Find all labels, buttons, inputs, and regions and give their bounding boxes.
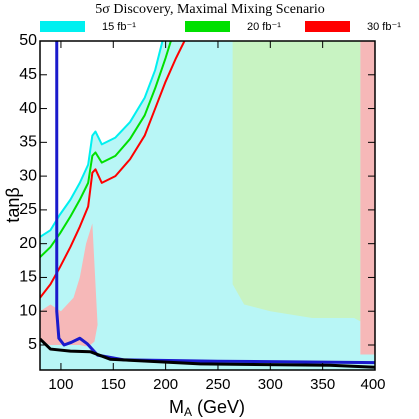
legend-label: 30 fb⁻¹: [367, 21, 401, 33]
chart-title: 5σ Discovery, Maximal Mixing Scenario: [95, 2, 324, 17]
legend-label: 15 fb⁻¹: [102, 21, 136, 33]
x-tick-label: 250: [205, 376, 230, 393]
y-tick-label: 45: [19, 66, 37, 83]
y-tick-label: 5: [28, 336, 37, 353]
y-axis-label: tanβ: [3, 187, 23, 222]
x-tick-label: 200: [153, 376, 178, 393]
x-tick-label: 300: [258, 376, 283, 393]
legend-swatch: [40, 21, 85, 32]
y-tick-label: 15: [19, 269, 37, 286]
legend-swatch: [185, 21, 230, 32]
x-axis-label: MA (GeV): [169, 397, 245, 419]
y-tick-label: 50: [19, 32, 37, 49]
x-tick-label: 100: [48, 376, 73, 393]
y-tick-label: 30: [19, 167, 37, 184]
y-tick-label: 35: [19, 134, 37, 151]
curve: [40, 337, 375, 369]
legend-label: 20 fb⁻¹: [247, 21, 281, 33]
plot-area: [40, 41, 375, 370]
x-tick-label: 350: [310, 376, 335, 393]
curve: [40, 41, 172, 258]
y-tick-label: 20: [19, 235, 37, 252]
x-tick-label: 150: [101, 376, 126, 393]
x-label-unit: (GeV): [192, 397, 245, 417]
curve: [40, 41, 164, 238]
x-tick-label: 400: [360, 376, 385, 393]
x-label-sub: A: [184, 405, 192, 419]
legend-swatch: [305, 21, 350, 32]
x-label-main: M: [169, 397, 184, 417]
y-tick-label: 10: [19, 302, 37, 319]
region: [40, 223, 98, 347]
plot-frame: [39, 40, 376, 371]
region: [232, 41, 361, 322]
curve: [40, 41, 186, 299]
region: [360, 41, 375, 355]
y-tick-label: 25: [19, 201, 37, 218]
y-tick-label: 40: [19, 100, 37, 117]
